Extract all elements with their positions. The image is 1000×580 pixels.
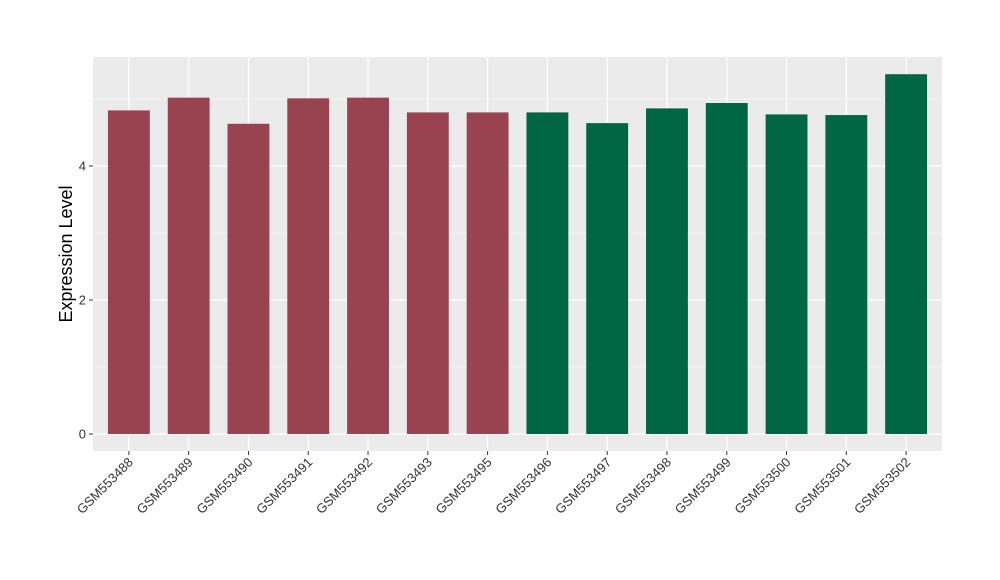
y-axis-title: Expression Level xyxy=(56,185,76,322)
x-tick-label: GSM553501 xyxy=(791,455,853,517)
bar-GSM553498 xyxy=(646,108,688,434)
bar-GSM553496 xyxy=(526,112,569,435)
bar-GSM553501 xyxy=(825,115,868,434)
bar-GSM553488 xyxy=(107,110,150,434)
x-tick-label: GSM553498 xyxy=(612,455,674,517)
bar-GSM553490 xyxy=(227,123,270,434)
bar-GSM553500 xyxy=(765,114,808,434)
bar-GSM553502 xyxy=(885,74,928,435)
bar-GSM553492 xyxy=(347,97,389,434)
y-axis: 0 2 4 xyxy=(79,159,93,442)
x-tick-label: GSM553499 xyxy=(672,455,734,517)
bar-GSM553497 xyxy=(586,123,629,435)
x-tick-label: GSM553490 xyxy=(193,455,255,517)
x-tick-label: GSM553491 xyxy=(253,455,315,517)
x-tick-label: GSM553489 xyxy=(134,455,196,517)
bar-GSM553491 xyxy=(287,98,330,434)
bar-GSM553493 xyxy=(406,112,449,435)
y-tick-label: 0 xyxy=(79,427,86,442)
bar-GSM553499 xyxy=(705,103,748,435)
x-tick-label: GSM553492 xyxy=(313,455,375,517)
x-axis: GSM553488GSM553489GSM553490GSM553491GSM5… xyxy=(74,451,913,517)
y-tick-label: 4 xyxy=(79,159,86,174)
x-tick-label: GSM553502 xyxy=(851,455,913,517)
x-tick-label: GSM553493 xyxy=(373,455,435,517)
bars xyxy=(107,74,928,435)
y-tick-label: 2 xyxy=(79,293,86,308)
plot-panel xyxy=(93,57,942,451)
x-tick-label: GSM553495 xyxy=(433,455,495,517)
x-tick-label: GSM553496 xyxy=(492,455,554,517)
bar-GSM553495 xyxy=(466,112,509,435)
x-tick-label: GSM553488 xyxy=(74,455,136,517)
bar-GSM553489 xyxy=(167,97,210,434)
x-tick-label: GSM553497 xyxy=(552,455,614,517)
x-tick-label: GSM553500 xyxy=(731,455,793,517)
